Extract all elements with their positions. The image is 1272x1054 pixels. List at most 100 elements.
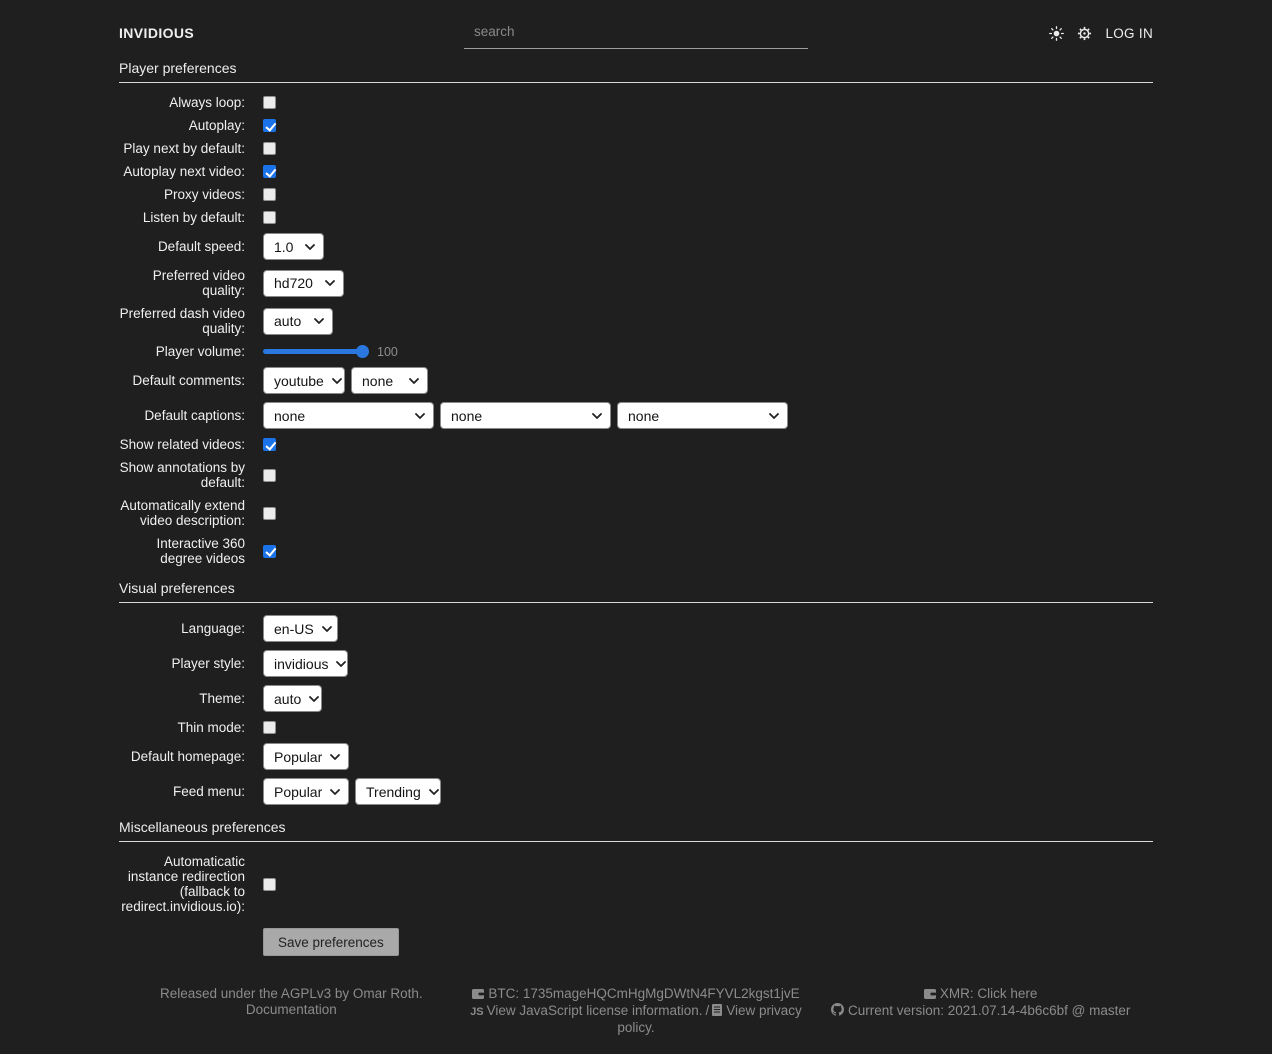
extend-description-checkbox[interactable] [263, 506, 276, 520]
footer-right: XMR: Click here Current version: 2021.07… [808, 986, 1153, 1036]
thin-mode-checkbox[interactable] [263, 721, 276, 734]
footer: Released under the AGPLv3 by Omar Roth. … [119, 986, 1153, 1054]
pref-row-always-loop: Always loop: [119, 95, 1153, 110]
show-annotations-label: Show annotations by default: [119, 460, 245, 490]
player-volume-value: 100 [377, 344, 398, 359]
save-preferences-button[interactable]: Save preferences [263, 928, 399, 956]
chevron-down-icon [409, 377, 419, 384]
extend-description-label: Automatically extend video description: [120, 498, 245, 528]
player-volume-label: Player volume: [155, 344, 245, 359]
pref-row-autoplay: Autoplay: [119, 118, 1153, 133]
footer-license-text: Released under the AGPLv3 by Omar Roth. [160, 986, 423, 1001]
chevron-down-icon [330, 753, 341, 760]
show-related-label: Show related videos: [119, 437, 245, 452]
proxy-videos-label: Proxy videos: [163, 187, 245, 202]
chevron-down-icon [330, 788, 341, 795]
chevron-down-icon [309, 695, 320, 702]
pref-row-autoplay-next: Autoplay next video: [119, 164, 1153, 179]
default-comments-select-2[interactable]: none [351, 367, 428, 394]
default-speed-select[interactable]: 1.0 [263, 233, 324, 260]
pref-row-show-related: Show related videos: [119, 437, 1153, 452]
documentation-link[interactable]: Documentation [245, 1001, 337, 1017]
pref-row-preferred-dash-quality: Preferred dash video quality: auto [119, 306, 1153, 336]
pref-row-thin-mode: Thin mode: [119, 720, 1153, 735]
always-loop-checkbox[interactable] [263, 96, 276, 109]
player-style-label: Player style: [171, 656, 245, 671]
version-text: Current version: 2021.07.14-4b6c6bf @ ma… [848, 1002, 1131, 1018]
btc-address: BTC: 1735mageHQCmHgMgDWtN4FYVL2kgst1jvE [488, 986, 800, 1001]
js-license-link[interactable]: View JavaScript license information. [486, 1002, 703, 1018]
default-captions-label: Default captions: [144, 408, 245, 423]
preferred-video-quality-select[interactable]: hd720 [263, 269, 344, 297]
search-input[interactable] [464, 17, 808, 49]
default-homepage-label: Default homepage: [130, 749, 245, 764]
javascript-icon: JS [470, 1005, 484, 1018]
chevron-down-icon [336, 660, 347, 667]
pref-row-default-captions: Default captions: none none none [119, 402, 1153, 429]
pref-row-listen-by-default: Listen by default: [119, 210, 1153, 225]
slider-track [263, 349, 363, 354]
pref-row-default-comments: Default comments: youtube none [119, 367, 1153, 394]
chevron-down-icon [305, 243, 315, 250]
show-related-checkbox[interactable] [263, 438, 276, 451]
theme-select[interactable]: auto [263, 685, 322, 712]
pref-row-play-next: Play next by default: [119, 141, 1153, 156]
feed-menu-select-2[interactable]: Trending [355, 778, 441, 805]
language-select[interactable]: en-US [263, 615, 338, 642]
play-next-checkbox[interactable] [263, 142, 276, 155]
pref-row-preferred-video-quality: Preferred video quality: hd720 [119, 268, 1153, 298]
pref-row-extend-description: Automatically extend video description: [119, 498, 1153, 528]
preferred-dash-quality-select[interactable]: auto [263, 307, 333, 335]
navbar: INVIDIOUS [119, 17, 1153, 49]
sun-icon[interactable] [1049, 25, 1065, 41]
autoplay-label: Autoplay: [188, 118, 245, 133]
default-comments-select-1[interactable]: youtube [263, 367, 345, 394]
default-captions-select-1[interactable]: none [263, 402, 434, 429]
default-captions-select-3[interactable]: none [617, 402, 788, 429]
auto-redirect-label: Automaticatic instance redirection (fall… [121, 854, 245, 914]
listen-by-default-checkbox[interactable] [263, 211, 276, 224]
github-icon [831, 1002, 844, 1020]
default-comments-label: Default comments: [132, 373, 245, 388]
default-homepage-select[interactable]: Popular [263, 743, 349, 770]
player-style-select[interactable]: invidious [263, 650, 348, 677]
interactive-360-checkbox[interactable] [263, 544, 276, 558]
footer-separator: / [705, 1002, 710, 1018]
pref-row-feed-menu: Feed menu: Popular Trending [119, 778, 1153, 805]
default-captions-select-2[interactable]: none [440, 402, 611, 429]
chevron-down-icon [415, 412, 425, 419]
chevron-down-icon [428, 788, 439, 795]
save-row: Save preferences [119, 928, 1153, 956]
theme-label: Theme: [199, 691, 245, 706]
wallet-icon [472, 987, 485, 1003]
feed-menu-select-1[interactable]: Popular [263, 778, 349, 805]
login-link[interactable]: LOG IN [1105, 25, 1153, 41]
show-annotations-checkbox[interactable] [263, 468, 276, 482]
gear-icon[interactable] [1077, 26, 1092, 41]
document-icon [712, 1003, 723, 1020]
pref-row-default-homepage: Default homepage: Popular [119, 743, 1153, 770]
proxy-videos-checkbox[interactable] [263, 188, 276, 201]
autoplay-checkbox[interactable] [263, 119, 276, 132]
brand-link[interactable]: INVIDIOUS [119, 25, 195, 41]
always-loop-label: Always loop: [169, 95, 245, 110]
slider-thumb[interactable] [356, 345, 369, 358]
auto-redirect-checkbox[interactable] [263, 877, 276, 891]
xmr-link[interactable]: XMR: Click here [939, 986, 1038, 1001]
pref-row-auto-redirect: Automaticatic instance redirection (fall… [119, 854, 1153, 914]
pref-row-proxy-videos: Proxy videos: [119, 187, 1153, 202]
section-title-misc: Miscellaneous preferences [119, 819, 1153, 842]
autoplay-next-checkbox[interactable] [263, 165, 276, 178]
pref-row-player-volume: Player volume: 100 [119, 344, 1153, 359]
pref-row-interactive-360: Interactive 360 degree videos [119, 536, 1153, 566]
listen-by-default-label: Listen by default: [142, 210, 245, 225]
chevron-down-icon [321, 625, 332, 632]
footer-left: Released under the AGPLv3 by Omar Roth. … [119, 986, 464, 1036]
pref-row-language: Language: en-US [119, 615, 1153, 642]
section-title-player: Player preferences [119, 60, 1153, 83]
autoplay-next-label: Autoplay next video: [123, 164, 245, 179]
thin-mode-label: Thin mode: [177, 720, 245, 735]
chevron-down-icon [331, 377, 342, 384]
player-volume-slider[interactable] [263, 344, 369, 359]
preferred-dash-quality-label: Preferred dash video quality: [119, 306, 245, 336]
